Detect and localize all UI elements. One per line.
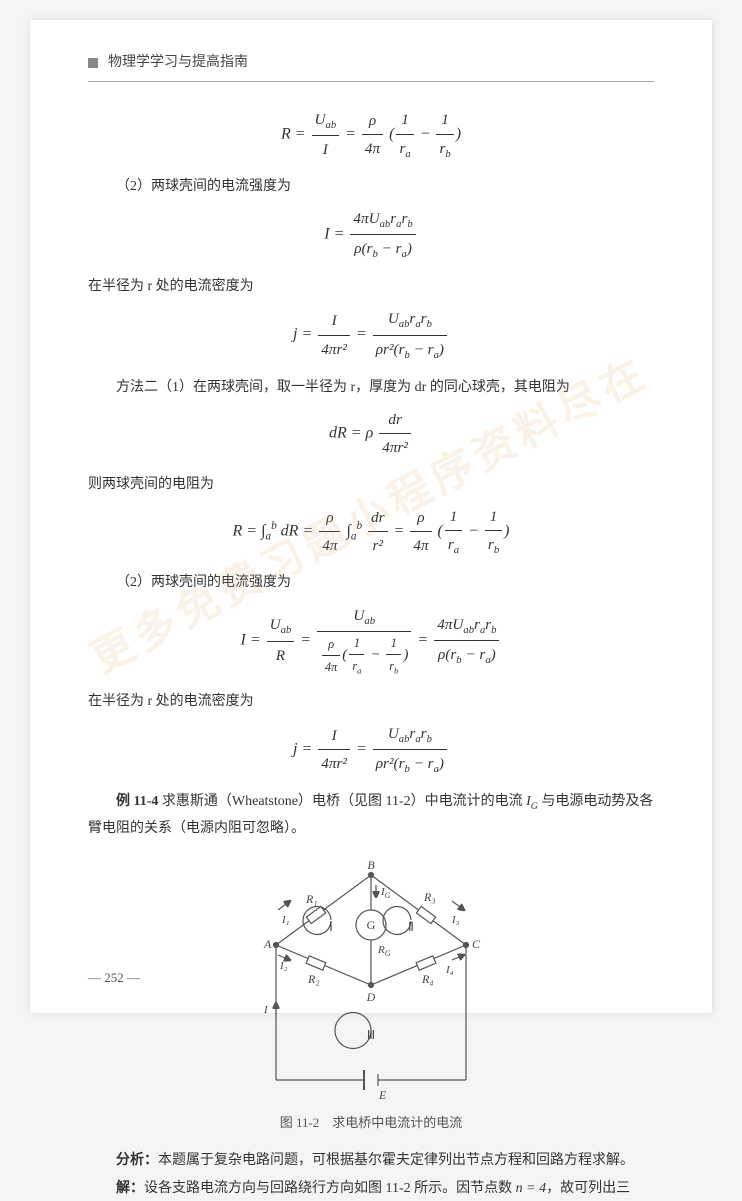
node-a: [274, 942, 279, 947]
loop-3-label: Ⅲ: [367, 1028, 375, 1042]
galv-label: G: [367, 918, 376, 932]
svg-text:R₃: R₃: [423, 890, 436, 904]
header-square-icon: [88, 58, 98, 68]
resistor-r4: R₄: [416, 956, 436, 986]
label-i2: I₂: [279, 960, 288, 972]
header-title: 物理学学习与提高指南: [108, 50, 248, 75]
solution-para: 解：设各支路电流方向与回路绕行方向如图 11-2 所示。因节点数 n = 4，故…: [88, 1176, 654, 1201]
loop-3-arc: [335, 1012, 371, 1048]
emf-label: E: [378, 1088, 387, 1102]
arrow-i1: [278, 901, 290, 910]
wheatstone-bridge-svg: G E A C B D R₁: [216, 855, 526, 1105]
node-b: [369, 872, 374, 877]
arrow-i4: [452, 955, 464, 960]
page-header: 物理学学习与提高指南: [88, 50, 654, 82]
svg-text:R₄: R₄: [421, 972, 434, 986]
text-method2: 方法二（1）在两球壳间，取一半径为 r，厚度为 dr 的同心球壳，其电阻为: [88, 375, 654, 400]
solution-label: 解：: [116, 1181, 144, 1196]
solution-text-2: ，故可列出三: [546, 1181, 630, 1196]
loop-2-arc: [383, 906, 411, 934]
label-i1: I₁: [281, 914, 290, 926]
text-3: 在半径为 r 处的电流密度为: [88, 274, 654, 299]
equation-5: R = ∫ab dR = ρ4π ∫ab drr² = ρ4π (1ra − 1…: [88, 503, 654, 561]
svg-text:R₂: R₂: [307, 972, 320, 986]
equation-7: j = I4πr² = Uabrarb ρr²(rb − ra): [88, 720, 654, 779]
equation-6: I = UabR = Uab ρ4π(1ra − 1rb) = 4πUabrar…: [88, 602, 654, 679]
label-i4: I₄: [445, 964, 454, 976]
text-2: （2）两球壳间的电流强度为: [88, 174, 654, 199]
equation-2: I = 4πUabrarb ρ(rb − ra): [88, 205, 654, 264]
equation-1: R = UabI = ρ4π (1ra − 1rb): [88, 106, 654, 164]
figure-caption: 图 11-2 求电桥中电流计的电流: [88, 1111, 654, 1134]
label-a: A: [263, 937, 272, 951]
analysis-para: 分析：本题属于复杂电路问题，可根据基尔霍夫定律列出节点方程和回路方程求解。: [88, 1148, 654, 1173]
svg-text:R₁: R₁: [305, 892, 318, 906]
loop-1-label: Ⅰ: [329, 920, 333, 934]
text-4: 则两球壳间的电阻为: [88, 472, 654, 497]
label-c: C: [472, 937, 481, 951]
text-6: 在半径为 r 处的电流密度为: [88, 689, 654, 714]
loop-2-label: Ⅱ: [408, 920, 414, 934]
equation-4: dR = ρ dr4πr²: [88, 406, 654, 462]
text-5: （2）两球壳间的电流强度为: [88, 570, 654, 595]
resistor-r3: R₃: [416, 890, 435, 924]
example-label: 例 11-4: [116, 794, 158, 809]
example-var: IG: [526, 794, 538, 809]
arrow-i3: [452, 901, 464, 910]
example-text-1: 求惠斯通（Wheatstone）电桥（见图 11-2）中电流计的电流: [162, 794, 526, 809]
label-d: D: [366, 990, 376, 1004]
label-i3: I₃: [451, 914, 460, 926]
page-number: — 252 —: [88, 966, 140, 989]
figure-11-2: G E A C B D R₁: [88, 855, 654, 1105]
label-i: I: [263, 1004, 269, 1016]
label-rg: RG: [377, 944, 391, 958]
node-c: [464, 942, 469, 947]
solution-text-1: 设各支路电流方向与回路绕行方向如图 11-2 所示。因节点数: [144, 1181, 516, 1196]
page: 更多免费习题小程序资料尽在 物理学学习与提高指南 R = UabI = ρ4π …: [30, 20, 712, 1013]
resistor-r2: R₂: [306, 956, 326, 986]
example-11-4: 例 11-4 求惠斯通（Wheatstone）电桥（见图 11-2）中电流计的电…: [88, 789, 654, 841]
analysis-text: 本题属于复杂电路问题，可根据基尔霍夫定律列出节点方程和回路方程求解。: [158, 1153, 634, 1168]
analysis-label: 分析：: [116, 1153, 158, 1168]
equation-3: j = I4πr² = Uabrarb ρr²(rb − ra): [88, 305, 654, 364]
label-b: B: [367, 858, 375, 872]
node-d: [369, 982, 374, 987]
solution-var: n = 4: [516, 1181, 546, 1196]
